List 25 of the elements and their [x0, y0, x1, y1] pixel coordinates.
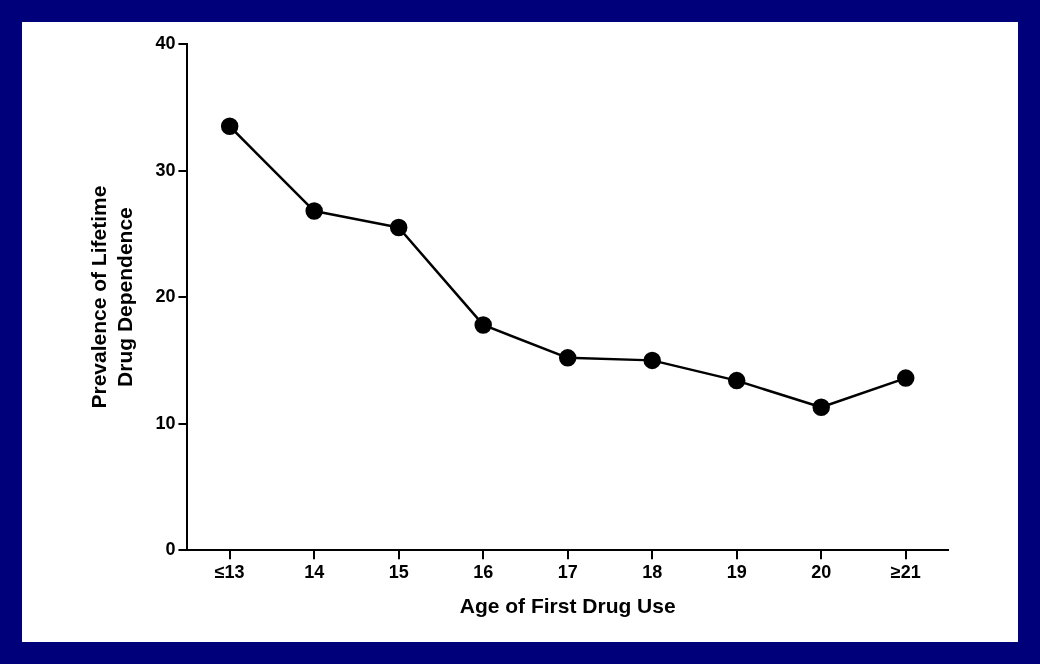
point — [220, 117, 239, 136]
point — [727, 371, 746, 390]
point — [389, 218, 408, 237]
x-tick-label: ≤13 — [214, 561, 245, 582]
y-tick-label: 10 — [155, 412, 176, 433]
point — [897, 369, 915, 387]
point — [643, 351, 661, 370]
y-tick-label: 40 — [155, 32, 176, 53]
x-tick-label: 16 — [473, 561, 494, 582]
x-tick-label: 20 — [811, 561, 832, 582]
y-tick-label: 20 — [155, 286, 176, 307]
x-axis-title: Age of First Drug Use — [459, 594, 676, 618]
point — [474, 316, 492, 334]
x-tick-label: 18 — [642, 561, 663, 582]
x-tick-label: ≥21 — [890, 561, 921, 582]
point — [305, 202, 323, 220]
y-tick-label: 30 — [155, 159, 176, 180]
x-tick-label: 15 — [388, 561, 409, 582]
y-axis-title: Prevalence of Lifetime Drug Dependence — [87, 185, 136, 409]
x-tick-label: 17 — [557, 561, 578, 582]
x-tick-label: 14 — [304, 561, 325, 582]
point — [812, 398, 830, 416]
y-tick-label: 0 — [165, 539, 176, 560]
point — [558, 349, 577, 367]
x-tick-label: 19 — [726, 561, 747, 582]
